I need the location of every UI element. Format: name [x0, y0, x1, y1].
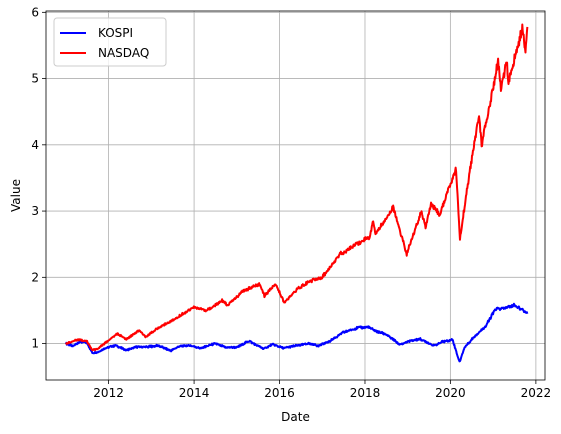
x-tick-label: 2016: [264, 386, 295, 400]
y-tick-label: 3: [31, 204, 39, 218]
x-tick-label: 2012: [93, 386, 124, 400]
x-tick-label: 2014: [179, 386, 210, 400]
x-tick-label: 2020: [435, 386, 466, 400]
grid-lines: [46, 11, 545, 380]
x-tick-label: 2022: [521, 386, 552, 400]
y-tick-label: 2: [31, 270, 39, 284]
x-axis-label: Date: [281, 410, 310, 424]
y-tick-label: 4: [31, 138, 39, 152]
plot-area-frame: [45, 10, 546, 381]
legend-label-nasdaq: NASDAQ: [98, 46, 149, 60]
x-axis-ticks: 2012 2014 2016 2018 2020 2022: [93, 380, 551, 400]
y-axis-ticks: 1 2 3 4 5 6: [31, 5, 46, 351]
y-tick-label: 5: [31, 72, 39, 86]
series-line-kospi: [64, 302, 529, 363]
legend: KOSPI NASDAQ: [53, 17, 167, 67]
x-tick-label: 2018: [350, 386, 381, 400]
series-lines: [64, 23, 529, 363]
y-tick-label: 1: [31, 337, 39, 351]
legend-label-kospi: KOSPI: [98, 26, 133, 40]
series-line-nasdaq: [65, 23, 529, 352]
y-axis-label: Value: [9, 179, 23, 212]
y-tick-label: 6: [31, 5, 39, 19]
